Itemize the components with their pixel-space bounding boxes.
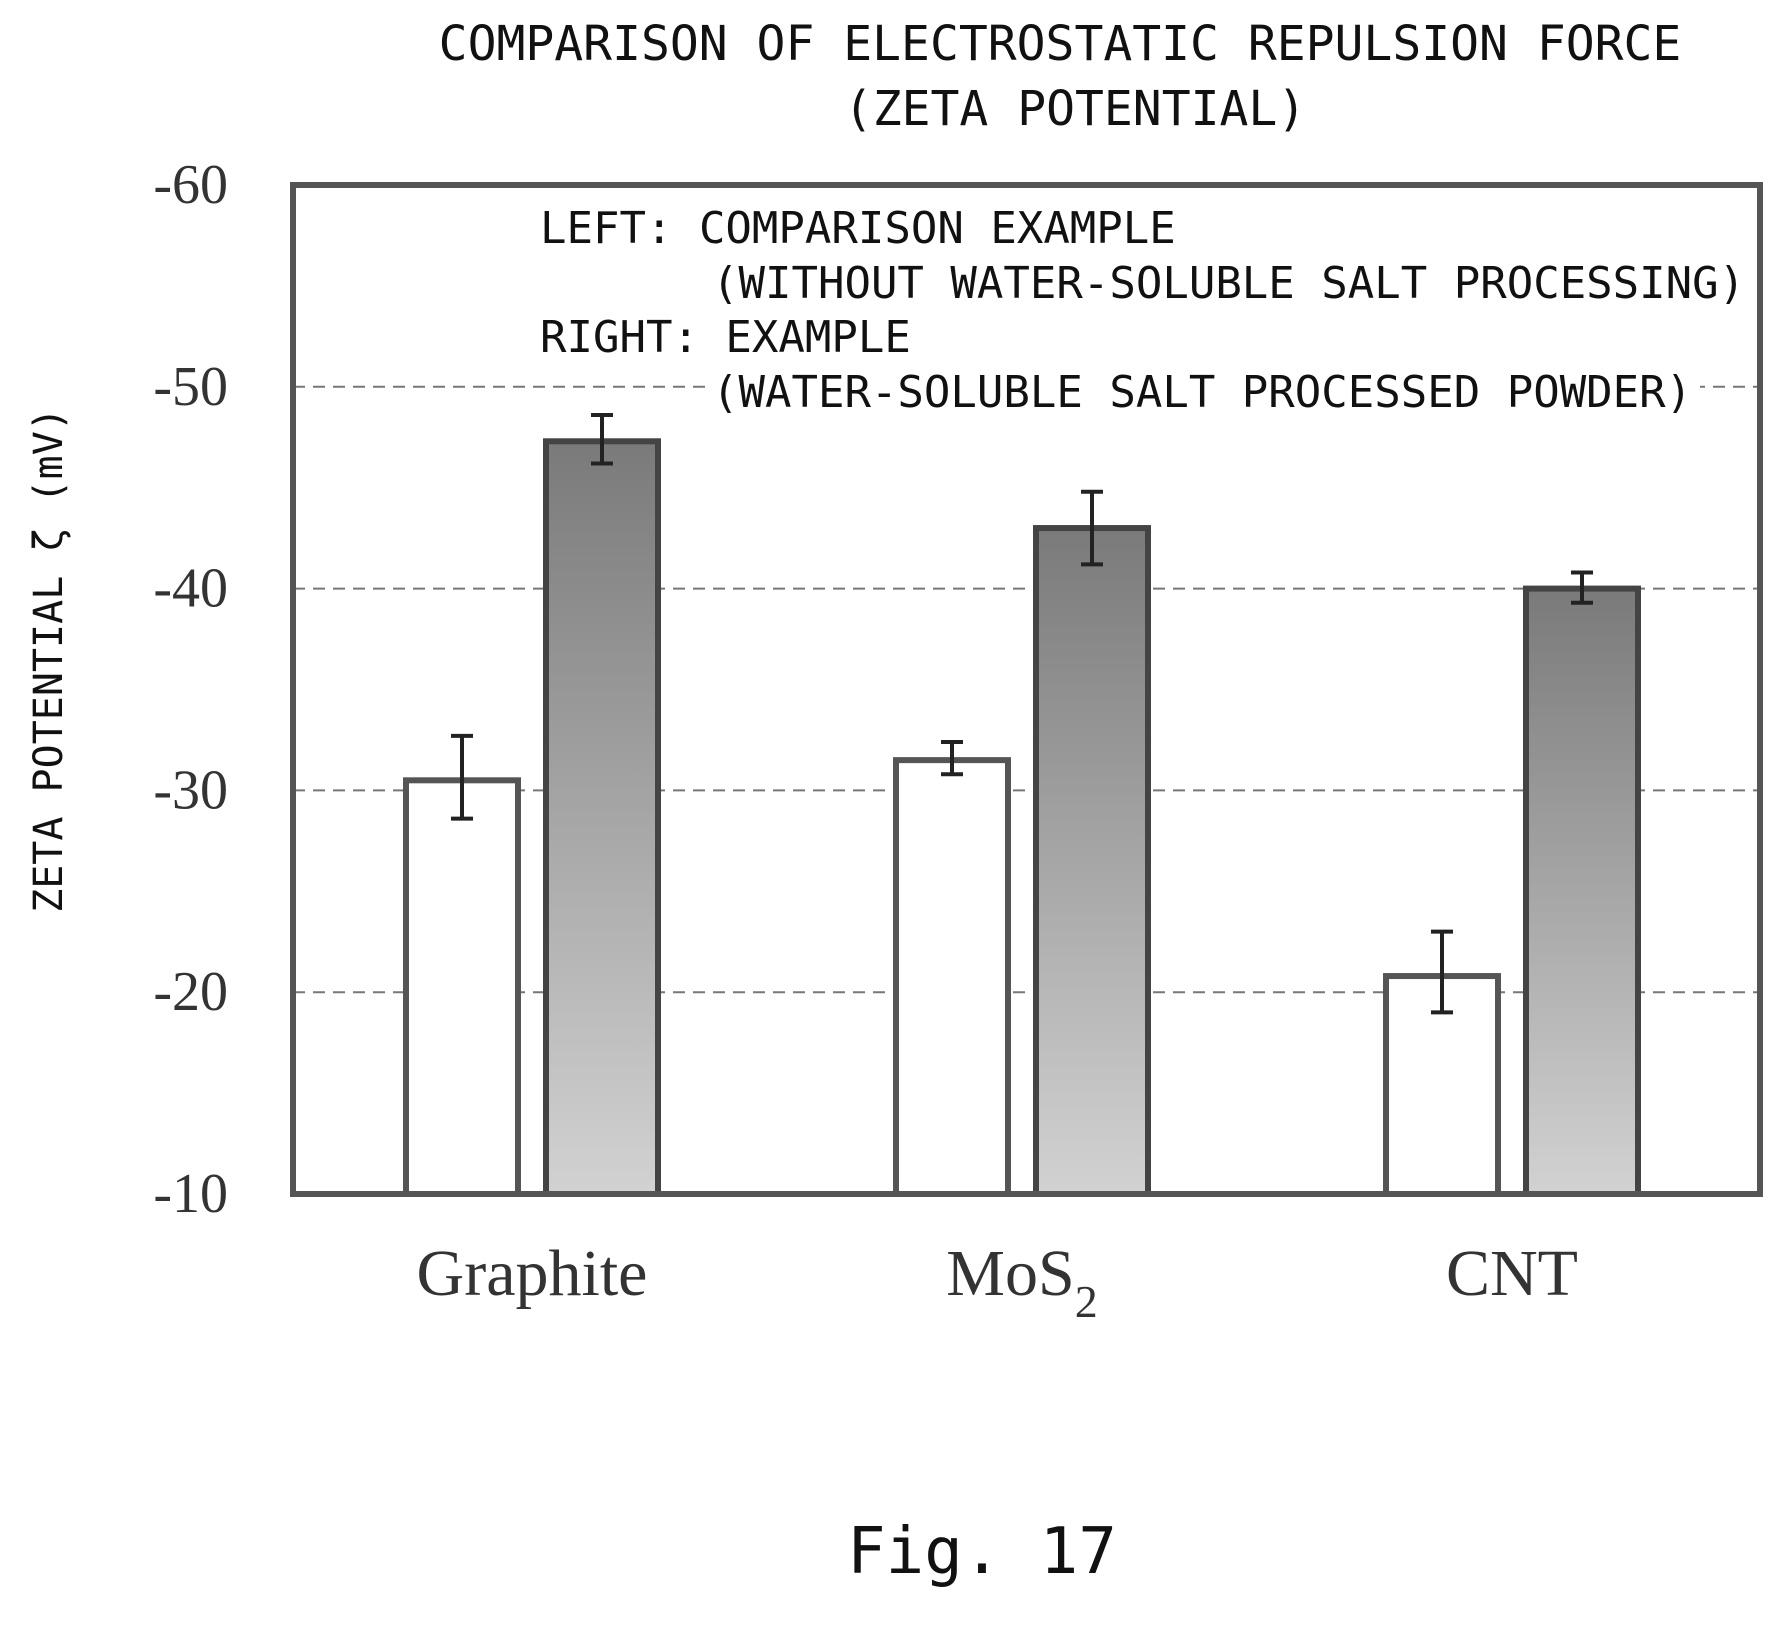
legend-line-3: RIGHT: EXAMPLE (540, 312, 911, 363)
y-tick-label: -40 (153, 558, 228, 620)
y-tick-label: -50 (153, 356, 228, 418)
bar-right (1523, 585, 1641, 1197)
y-tick-label: -10 (153, 1163, 228, 1225)
plot-frame (290, 182, 1763, 1197)
legend-line-1: LEFT: COMPARISON EXAMPLE (540, 203, 1176, 254)
y-tick-labels: -10 -20 -30 -40 -50 -60 (153, 154, 228, 1225)
bar-left (403, 777, 521, 1197)
legend-line-4: (WATER-SOLUBLE SALT PROCESSED POWDER) (712, 367, 1692, 418)
error-bars (451, 413, 1593, 1015)
figure-label: Fig. 17 (847, 1515, 1117, 1589)
legend-line-2: (WITHOUT WATER-SOLUBLE SALT PROCESSING) (712, 258, 1745, 309)
bar-right (1033, 525, 1151, 1197)
bars (403, 438, 1641, 1198)
y-tick-label: -60 (153, 154, 228, 216)
y-tick-label: -30 (153, 759, 228, 821)
x-category-labels: Graphite MoS2 CNT (417, 1237, 1578, 1327)
bar-right (543, 438, 661, 1197)
x-category-label: MoS2 (946, 1237, 1097, 1327)
chart-title: COMPARISON OF ELECTROSTATIC REPULSION FO… (439, 16, 1682, 72)
legend: LEFT: COMPARISON EXAMPLE (WITHOUT WATER-… (540, 203, 1745, 420)
bar-left (893, 757, 1011, 1197)
legend-line-4-backdrop (712, 362, 1700, 420)
x-category-label: Graphite (417, 1237, 648, 1310)
x-category-label: CNT (1446, 1237, 1578, 1310)
chart-subtitle: (ZETA POTENTIAL) (844, 81, 1306, 137)
y-tick-label: -20 (153, 961, 228, 1023)
y-axis-label: ZETA POTENTIAL ζ (mV) (26, 407, 72, 913)
